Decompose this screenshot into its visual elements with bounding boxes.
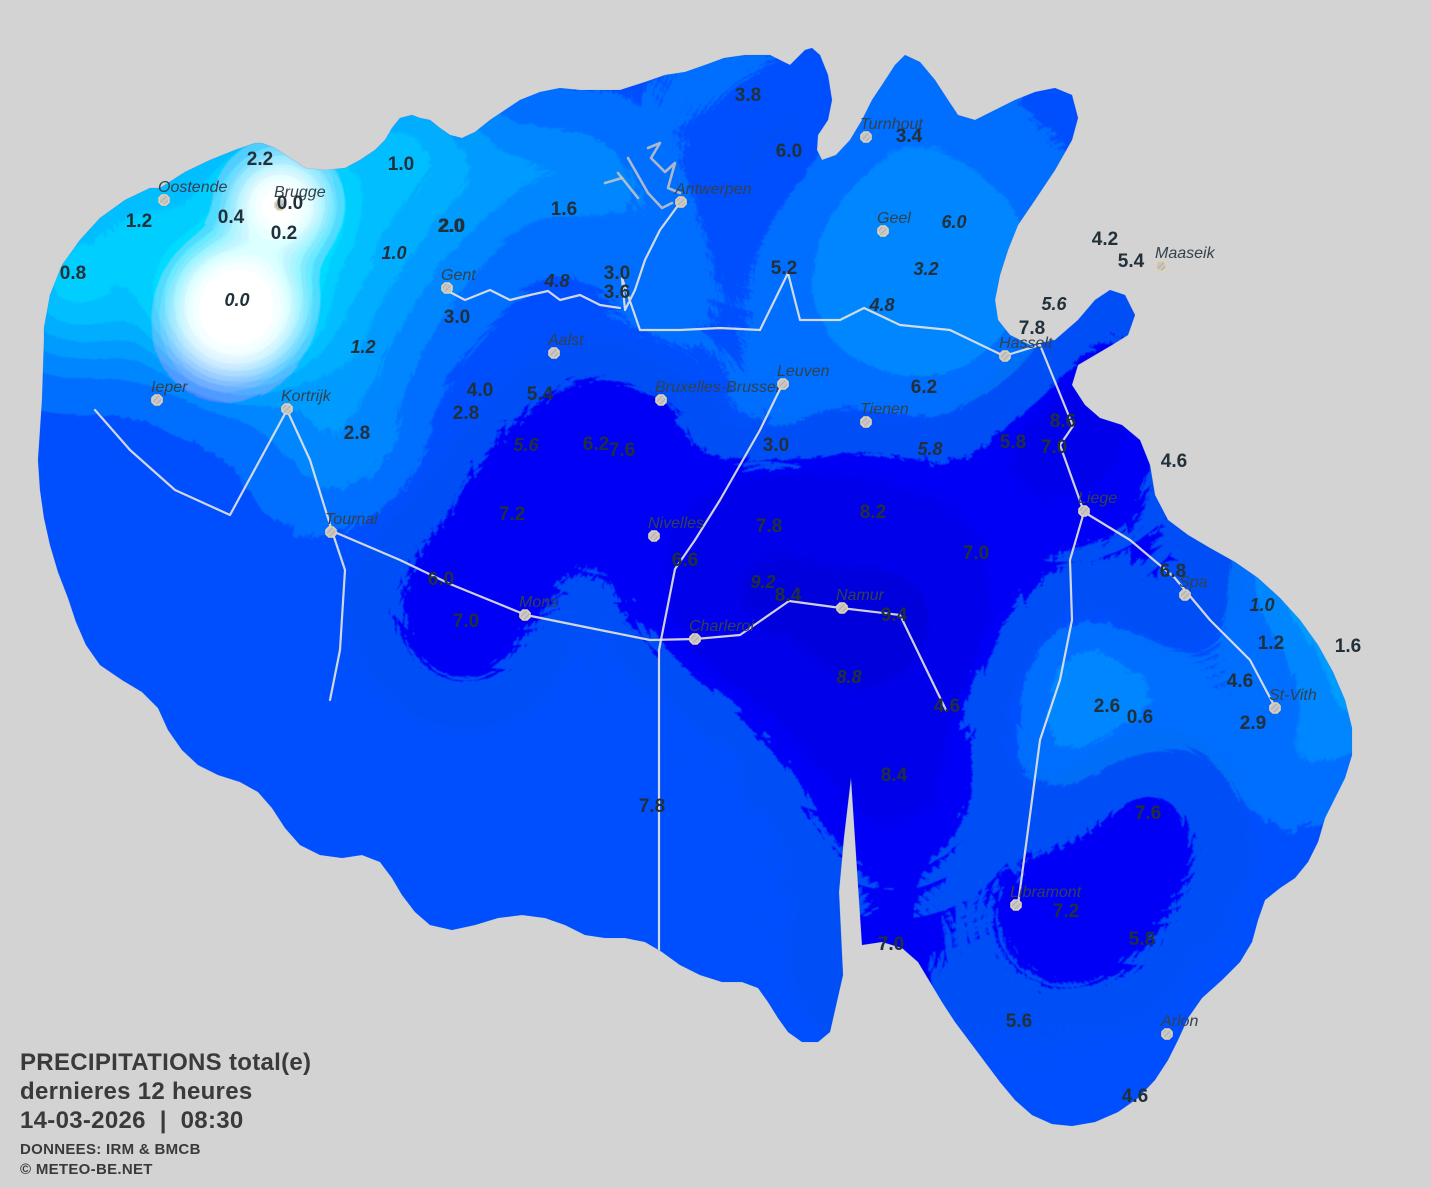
- svg-text:3.4: 3.4: [896, 126, 923, 147]
- svg-text:2.0: 2.0: [439, 216, 465, 237]
- svg-text:1.6: 1.6: [1335, 636, 1361, 657]
- svg-text:Ieper: Ieper: [151, 379, 188, 396]
- svg-text:0.2: 0.2: [271, 223, 297, 244]
- svg-text:7.6: 7.6: [609, 440, 635, 461]
- svg-text:2.8: 2.8: [453, 403, 479, 424]
- svg-text:4.6: 4.6: [934, 696, 960, 717]
- svg-text:7.2: 7.2: [499, 504, 525, 525]
- svg-text:6.0: 6.0: [428, 569, 454, 590]
- svg-text:1.2: 1.2: [126, 211, 152, 232]
- svg-text:5.8: 5.8: [917, 439, 942, 459]
- svg-text:1.2: 1.2: [350, 337, 375, 357]
- svg-text:7.8: 7.8: [639, 796, 665, 817]
- svg-text:6.2: 6.2: [583, 434, 609, 455]
- svg-text:5.4: 5.4: [1118, 251, 1145, 272]
- svg-text:7.0: 7.0: [1041, 437, 1067, 458]
- svg-text:6.2: 6.2: [911, 377, 937, 398]
- svg-text:3.6: 3.6: [604, 282, 630, 303]
- svg-text:4.8: 4.8: [543, 271, 569, 291]
- svg-text:Charleroi: Charleroi: [689, 618, 754, 635]
- svg-text:7.2: 7.2: [1053, 901, 1079, 922]
- svg-text:6.0: 6.0: [941, 212, 966, 232]
- svg-text:7.0: 7.0: [878, 934, 904, 955]
- svg-text:7.6: 7.6: [1135, 803, 1161, 824]
- svg-text:5.6: 5.6: [1006, 1011, 1032, 1032]
- svg-text:St-Vith: St-Vith: [1269, 687, 1317, 704]
- svg-text:5.6: 5.6: [1041, 294, 1067, 314]
- svg-text:2.9: 2.9: [1240, 713, 1266, 734]
- svg-text:6.6: 6.6: [672, 550, 698, 571]
- svg-text:0.0: 0.0: [277, 193, 303, 214]
- svg-text:7.8: 7.8: [1019, 318, 1045, 339]
- svg-text:8.4: 8.4: [775, 585, 802, 606]
- svg-text:3.8: 3.8: [735, 85, 761, 106]
- svg-text:2.2: 2.2: [247, 149, 273, 170]
- svg-text:5.8: 5.8: [1129, 929, 1155, 950]
- svg-text:1.0: 1.0: [388, 154, 414, 175]
- svg-text:Aalst: Aalst: [547, 332, 584, 349]
- svg-text:5.6: 5.6: [513, 435, 539, 455]
- svg-text:5.8: 5.8: [1000, 432, 1026, 453]
- svg-text:5.2: 5.2: [771, 258, 797, 279]
- svg-text:Nivelles: Nivelles: [648, 515, 704, 532]
- svg-text:Kortrijk: Kortrijk: [281, 388, 332, 405]
- svg-text:14-03-2026 | 08:30: 14-03-2026 | 08:30: [20, 1107, 244, 1134]
- svg-text:Namur: Namur: [836, 587, 885, 604]
- svg-text:7.8: 7.8: [756, 516, 782, 537]
- svg-text:2.8: 2.8: [344, 423, 370, 444]
- svg-text:0.8: 0.8: [60, 263, 86, 284]
- svg-text:7.0: 7.0: [963, 543, 989, 564]
- svg-text:Arlon: Arlon: [1160, 1013, 1198, 1030]
- svg-text:Tienen: Tienen: [860, 401, 909, 418]
- svg-text:5.4: 5.4: [527, 384, 554, 405]
- svg-text:Gent: Gent: [441, 267, 476, 284]
- svg-text:4.0: 4.0: [467, 380, 493, 401]
- svg-text:© METEO-BE.NET: © METEO-BE.NET: [20, 1161, 153, 1178]
- svg-text:1.0: 1.0: [381, 243, 406, 263]
- svg-text:1.0: 1.0: [1249, 595, 1274, 615]
- svg-text:4.8: 4.8: [868, 295, 894, 315]
- svg-text:1.6: 1.6: [551, 199, 577, 220]
- svg-text:Liege: Liege: [1078, 490, 1117, 507]
- svg-text:7.0: 7.0: [453, 611, 479, 632]
- svg-text:9.2: 9.2: [750, 572, 775, 592]
- svg-text:9.4: 9.4: [881, 605, 908, 626]
- svg-text:4.6: 4.6: [1161, 451, 1187, 472]
- svg-text:6.8: 6.8: [1160, 561, 1186, 582]
- svg-text:0.6: 0.6: [1127, 707, 1153, 728]
- svg-text:8.6: 8.6: [1050, 411, 1076, 432]
- svg-text:Antwerpen: Antwerpen: [674, 181, 752, 198]
- svg-text:2.6: 2.6: [1094, 696, 1120, 717]
- svg-text:Mons: Mons: [519, 594, 558, 611]
- svg-text:4.2: 4.2: [1092, 229, 1118, 250]
- svg-text:3.2: 3.2: [913, 259, 938, 279]
- svg-text:6.0: 6.0: [776, 141, 802, 162]
- svg-text:1.2: 1.2: [1258, 633, 1284, 654]
- svg-text:4.6: 4.6: [1122, 1086, 1148, 1107]
- svg-text:Leuven: Leuven: [777, 363, 830, 380]
- svg-text:8.2: 8.2: [860, 502, 886, 523]
- svg-text:0.0: 0.0: [224, 290, 249, 310]
- svg-text:Bruxelles-Brussel: Bruxelles-Brussel: [655, 379, 780, 396]
- svg-text:8.8: 8.8: [836, 667, 861, 687]
- svg-text:Tournai: Tournai: [325, 511, 378, 528]
- svg-text:8.4: 8.4: [881, 765, 908, 786]
- svg-text:3.0: 3.0: [444, 307, 470, 328]
- svg-text:3.0: 3.0: [763, 435, 789, 456]
- svg-text:DONNEES: IRM & BMCB: DONNEES: IRM & BMCB: [20, 1141, 201, 1158]
- svg-text:0.4: 0.4: [218, 207, 245, 228]
- svg-text:3.0: 3.0: [604, 263, 630, 284]
- svg-text:Geel: Geel: [877, 210, 911, 227]
- svg-text:Maaseik: Maaseik: [1155, 245, 1216, 262]
- svg-text:PRECIPITATIONS total(e): PRECIPITATIONS total(e): [20, 1049, 311, 1076]
- svg-text:dernieres 12 heures: dernieres 12 heures: [20, 1078, 253, 1105]
- svg-text:4.6: 4.6: [1227, 671, 1253, 692]
- svg-text:Libramont: Libramont: [1010, 884, 1082, 901]
- svg-text:Oostende: Oostende: [158, 179, 227, 196]
